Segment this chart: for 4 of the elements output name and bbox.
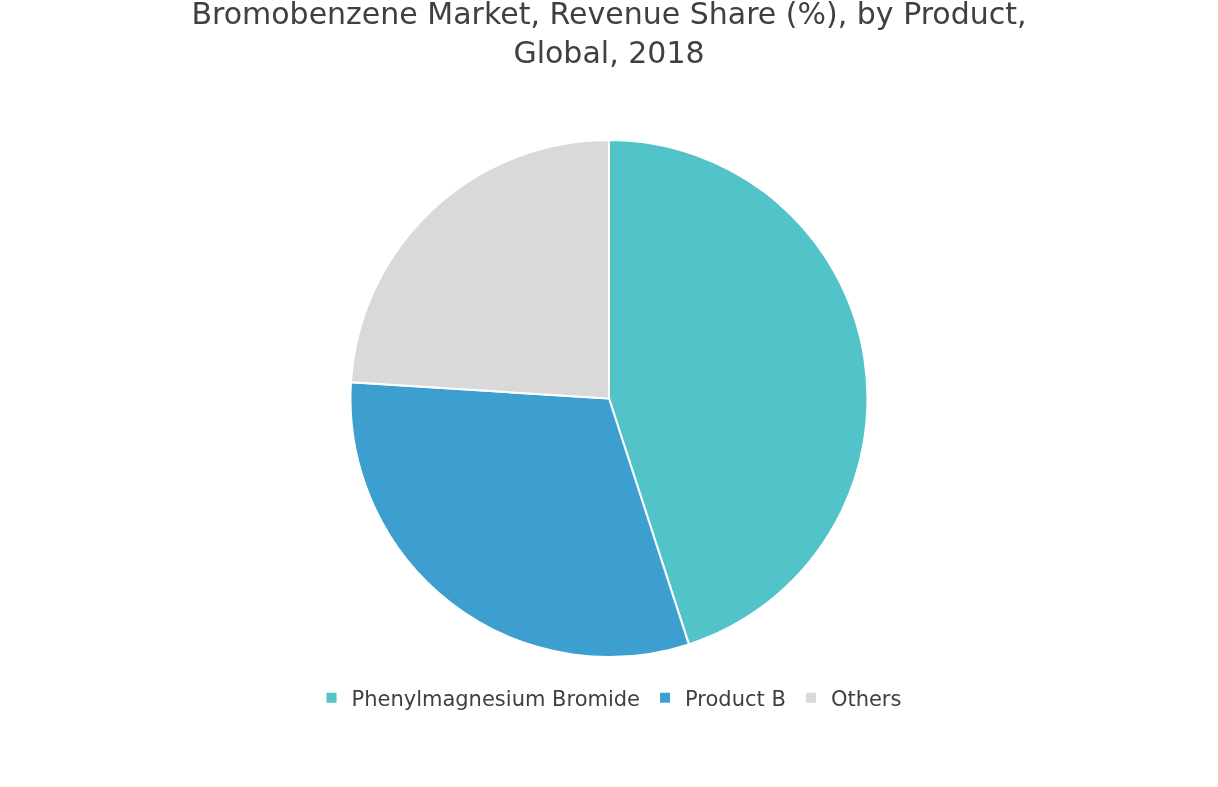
legend-label: Phenylmagnesium Bromide: [351, 687, 641, 712]
legend-label: Others: [830, 687, 902, 712]
legend-label: Product B: [685, 687, 786, 712]
chart-title: Bromobenzene Market, Revenue Share (%), by Product, Global, 2018: [191, 0, 1027, 70]
